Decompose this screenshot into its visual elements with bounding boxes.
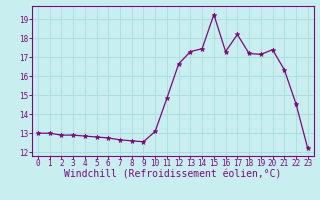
X-axis label: Windchill (Refroidissement éolien,°C): Windchill (Refroidissement éolien,°C) [64, 170, 282, 180]
